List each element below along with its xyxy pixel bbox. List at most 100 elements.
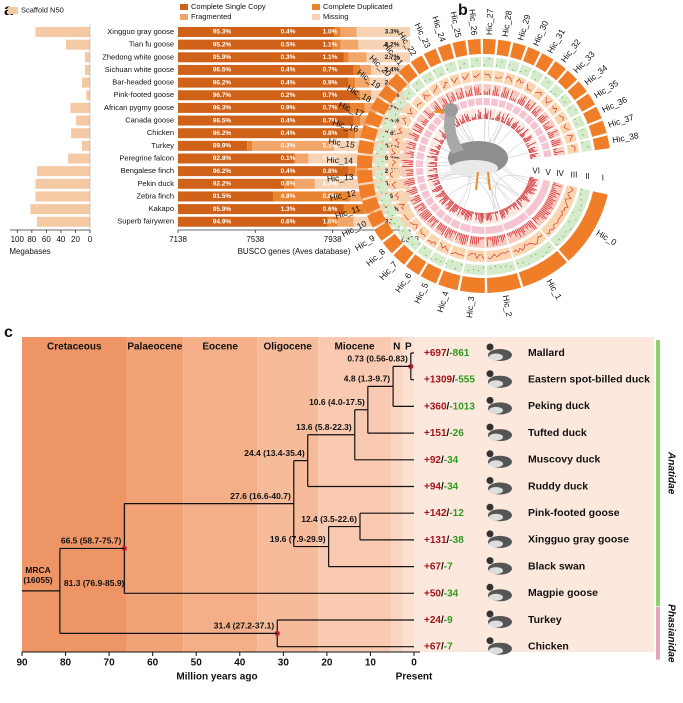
track-spike (506, 232, 509, 237)
bar-segment (178, 27, 335, 37)
legend-swatch (180, 4, 188, 10)
track-spike (414, 202, 424, 209)
bird-head (486, 557, 494, 565)
track-spike (471, 116, 474, 121)
track-spike (455, 205, 460, 212)
track-dot (522, 262, 524, 264)
bird-icon (486, 610, 512, 628)
track-spike (518, 197, 523, 202)
family-bar (656, 340, 660, 607)
track-spike (406, 188, 417, 193)
species-name: Pink-footed goose (528, 507, 620, 519)
category-label: Zhedong white goose (102, 52, 174, 61)
track-line (545, 96, 552, 104)
track-spike (478, 110, 480, 120)
track-spike (521, 193, 528, 198)
track-spike (443, 104, 446, 107)
chromosome-label: Hic_3 (464, 296, 476, 319)
bar (82, 77, 90, 88)
track-spike (424, 110, 433, 118)
track-dot (384, 122, 386, 124)
value-label: 0.5% (281, 41, 296, 48)
track-spike (519, 227, 525, 236)
track-band (421, 106, 436, 120)
track-spike (512, 203, 516, 207)
track-spike (439, 195, 448, 202)
track-dot (445, 263, 447, 265)
track-spike (518, 227, 521, 233)
track-band (449, 73, 462, 87)
track-dot (416, 82, 418, 84)
track-band (364, 110, 384, 128)
track-spike (514, 201, 518, 206)
track-spike (475, 236, 478, 246)
chromosome-label: Hic_38 (611, 130, 639, 145)
track-spike (521, 226, 526, 233)
track-spike (523, 191, 528, 195)
track-spike (551, 187, 556, 190)
track-spike (523, 136, 532, 142)
track-spike (507, 206, 510, 209)
track-dot (581, 129, 583, 131)
track-spike (412, 186, 417, 189)
track-spike (480, 212, 482, 224)
track-band (471, 225, 485, 234)
track-dot (579, 209, 581, 211)
track-line (505, 76, 512, 83)
track-dot (533, 71, 535, 73)
bar-segment (178, 166, 349, 177)
separator: / (441, 615, 444, 626)
track-dot (377, 166, 379, 168)
node-label: 27.6 (16.6-40.7) (230, 491, 291, 501)
track-spike (538, 211, 547, 220)
x-axis-label: BUSCO genes (Aves database) (238, 247, 351, 256)
bird-breast (489, 620, 503, 628)
track-band (559, 121, 574, 135)
track-line (567, 134, 574, 142)
track-spike (494, 86, 497, 96)
track-band (415, 113, 430, 127)
track-spike (403, 179, 415, 183)
track-spike (511, 203, 516, 210)
track-spike (463, 209, 467, 216)
track-dot (475, 59, 478, 61)
track-dot (535, 253, 537, 255)
track-dot (408, 92, 410, 94)
epoch-band (318, 337, 391, 652)
track-dot (528, 263, 530, 265)
track-dot (380, 173, 383, 175)
track-spike (407, 183, 416, 186)
track-dot (582, 134, 584, 136)
track-spike (418, 129, 423, 132)
track-spike (508, 232, 511, 238)
category-label: Chicken (147, 128, 174, 137)
track-spike (464, 209, 468, 217)
track-spike (425, 214, 433, 221)
bar-segment (293, 178, 315, 189)
track-band (357, 139, 375, 155)
legend-label: Scaffold N50 (21, 5, 64, 14)
bar-segment (360, 64, 372, 75)
track-spike (455, 91, 460, 100)
bird-head (486, 343, 494, 351)
track-spike (474, 116, 476, 120)
track-spike (495, 116, 497, 121)
value-label: 0.4% (281, 79, 296, 86)
x-tick-label: 80 (60, 658, 72, 669)
loss: -7 (444, 641, 453, 652)
track-spike (521, 194, 531, 202)
track-spike (489, 110, 492, 120)
node-label: 4.8 (1.3-9.7) (344, 374, 390, 384)
track-line (467, 253, 484, 260)
loss: -7 (444, 561, 453, 572)
track-band (381, 118, 395, 133)
track-line (558, 114, 564, 121)
link (440, 175, 518, 198)
track-spike (505, 207, 509, 213)
track-spike (541, 207, 551, 215)
track-label: IV (556, 169, 564, 178)
track-spike (461, 208, 466, 216)
panel-label: b (458, 2, 468, 19)
track-dot (429, 78, 431, 81)
track-dot (505, 265, 507, 267)
